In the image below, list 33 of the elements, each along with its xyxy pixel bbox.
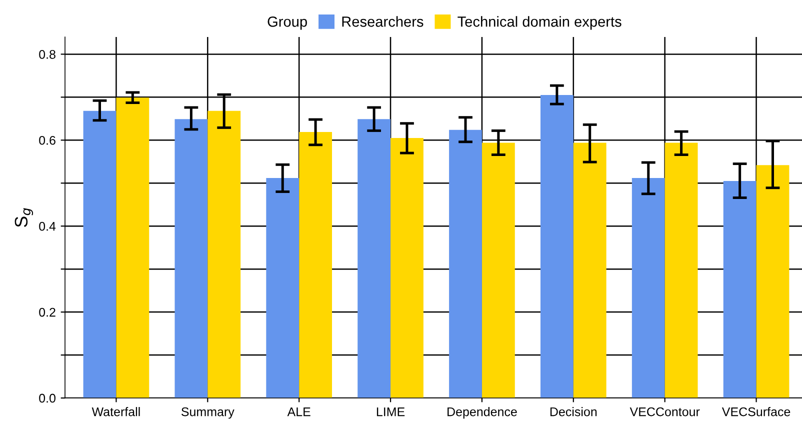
bar [266, 178, 300, 398]
y-tick-label: 0.6 [39, 136, 56, 145]
bar [299, 132, 332, 398]
x-tick-label: Summary [181, 407, 234, 419]
x-tick-label: Decision [550, 407, 597, 416]
bar [449, 130, 482, 398]
bar [208, 110, 241, 398]
legend-title: Group [268, 16, 307, 30]
x-tick-label: VECContour [630, 407, 700, 416]
bar [664, 142, 698, 398]
bar [482, 142, 515, 398]
x-tick-label: ALE [287, 407, 310, 416]
bar [756, 165, 790, 398]
x-tick-label: LIME [376, 407, 405, 416]
bar [723, 180, 756, 398]
x-tick-label: VECSurface [722, 407, 790, 416]
y-tick-label: 0.8 [39, 50, 56, 59]
legend-label: Technical domain experts [458, 16, 622, 30]
y-axis-title: S$_{g}$ [14, 208, 34, 228]
bar [632, 178, 665, 398]
x-tick-label: Dependence [448, 407, 517, 419]
bar [116, 98, 150, 398]
y-tick-label: 0.2 [39, 308, 56, 317]
bar [390, 138, 424, 398]
bar [83, 110, 116, 398]
y-tick-label: 0.0 [39, 394, 56, 403]
bar [540, 95, 574, 398]
x-tick-label: Waterfall [92, 407, 140, 416]
legend-label: Researchers [342, 16, 424, 27]
bar [174, 119, 208, 398]
bar [573, 142, 606, 398]
bar [358, 119, 391, 398]
y-tick-label: 0.4 [39, 222, 56, 231]
